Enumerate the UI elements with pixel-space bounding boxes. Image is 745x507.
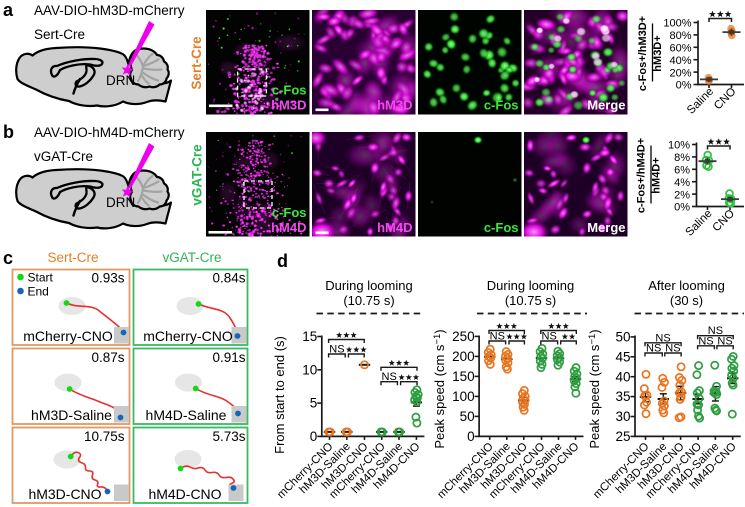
svg-text:c-Fos: c-Fos	[272, 83, 307, 98]
svg-text:During looming: During looming	[487, 278, 574, 293]
svg-text:End: End	[28, 285, 49, 299]
svg-text:0: 0	[467, 429, 475, 444]
svg-text:NS: NS	[646, 343, 661, 355]
svg-text:AAV-DIO-hM3D-mCherry: AAV-DIO-hM3D-mCherry	[34, 3, 185, 18]
svg-text:5.73s: 5.73s	[212, 429, 245, 444]
svg-text:150: 150	[452, 369, 475, 384]
svg-text:hM4D-Saline: hM4D-Saline	[146, 407, 227, 423]
svg-text:60%: 60%	[669, 43, 691, 55]
svg-text:0: 0	[310, 429, 318, 444]
svg-text:vGAT-Cre: vGAT-Cre	[190, 144, 205, 206]
svg-text:Start: Start	[28, 271, 54, 285]
svg-text:Sert-Cre: Sert-Cre	[34, 27, 85, 42]
svg-text:40%: 40%	[669, 55, 691, 67]
svg-text:hM4D-CNO: hM4D-CNO	[148, 486, 221, 502]
svg-text:15: 15	[302, 329, 317, 344]
svg-text:0.87s: 0.87s	[91, 350, 124, 365]
svg-text:50: 50	[460, 409, 475, 424]
svg-text:0.84s: 0.84s	[212, 271, 245, 286]
svg-text:(30 s): (30 s)	[670, 293, 703, 308]
svg-text:10%: 10%	[668, 140, 690, 152]
svg-text:NS: NS	[490, 331, 505, 343]
svg-text:hM3D: hM3D	[377, 98, 412, 113]
svg-text:hM4D: hM4D	[271, 220, 306, 235]
svg-text:NS: NS	[542, 331, 557, 343]
svg-text:mCherry-CNO: mCherry-CNO	[23, 328, 113, 344]
svg-text:NS: NS	[698, 335, 713, 347]
svg-text:DRN: DRN	[106, 195, 135, 210]
svg-text:30: 30	[615, 409, 630, 424]
svg-text:c-Fos: c-Fos	[272, 205, 307, 220]
svg-text:0.93s: 0.93s	[91, 271, 124, 286]
svg-text:mCherry-CNO: mCherry-CNO	[143, 328, 233, 344]
svg-text:45: 45	[615, 349, 630, 364]
svg-text:c: c	[3, 248, 13, 268]
svg-text:50: 50	[615, 330, 630, 345]
svg-text:80%: 80%	[669, 30, 691, 42]
svg-text:0%: 0%	[676, 80, 692, 92]
svg-text:25: 25	[615, 429, 630, 444]
svg-text:hM4D: hM4D	[377, 220, 412, 235]
svg-text:hM4D+: hM4D+	[651, 157, 663, 193]
svg-text:250: 250	[452, 329, 475, 344]
svg-text:hM3D-Saline: hM3D-Saline	[31, 407, 112, 423]
svg-text:5: 5	[310, 396, 318, 411]
svg-text:c-Fos: c-Fos	[484, 98, 519, 113]
svg-text:10.75s: 10.75s	[84, 429, 125, 444]
svg-text:vGAT-Cre: vGAT-Cre	[34, 149, 93, 164]
svg-text:vGAT-Cre: vGAT-Cre	[162, 250, 221, 265]
svg-text:(10.75 s): (10.75 s)	[343, 293, 394, 308]
svg-text:NS: NS	[717, 335, 732, 347]
svg-text:b: b	[3, 122, 14, 142]
svg-text:8%: 8%	[674, 152, 690, 164]
svg-text:0.91s: 0.91s	[212, 350, 245, 365]
svg-text:From start to end (s): From start to end (s)	[272, 336, 287, 454]
svg-text:DRN: DRN	[106, 73, 135, 88]
svg-text:20%: 20%	[669, 67, 691, 79]
svg-text:Peak speed (cm s−1): Peak speed (cm s−1)	[432, 329, 447, 448]
svg-text:a: a	[3, 0, 14, 20]
svg-text:NS: NS	[655, 332, 670, 344]
svg-text:NS: NS	[329, 344, 344, 356]
svg-text:c-Fos+/hM3D+: c-Fos+/hM3D+	[637, 16, 649, 91]
svg-text:NS: NS	[382, 371, 397, 383]
svg-text:c-Fos: c-Fos	[484, 220, 519, 235]
svg-text:Sert-Cre: Sert-Cre	[189, 36, 204, 90]
svg-text:40: 40	[615, 369, 630, 384]
svg-text:Merge: Merge	[587, 220, 625, 235]
svg-text:d: d	[277, 251, 288, 271]
svg-text:Sert-Cre: Sert-Cre	[47, 250, 98, 265]
svg-text:100: 100	[452, 389, 475, 404]
svg-text:hM3D: hM3D	[271, 98, 306, 113]
svg-text:35: 35	[615, 389, 630, 404]
svg-text:Peak speed (cm s−1): Peak speed (cm s−1)	[587, 329, 602, 448]
svg-text:100%: 100%	[663, 18, 691, 30]
svg-text:2%: 2%	[674, 189, 690, 201]
svg-text:0%: 0%	[674, 202, 690, 214]
svg-text:200: 200	[452, 349, 475, 364]
svg-text:NS: NS	[665, 343, 680, 355]
svg-text:c-Fos+/hM4D+: c-Fos+/hM4D+	[636, 138, 648, 213]
svg-text:4%: 4%	[674, 177, 690, 189]
svg-text:hM3D+: hM3D+	[652, 35, 664, 71]
svg-text:6%: 6%	[674, 165, 690, 177]
svg-text:(10.75 s): (10.75 s)	[505, 293, 556, 308]
svg-text:NS: NS	[708, 325, 723, 337]
svg-text:AAV-DIO-hM4D-mCherry: AAV-DIO-hM4D-mCherry	[34, 125, 185, 140]
svg-text:Merge: Merge	[587, 98, 625, 113]
svg-text:10: 10	[302, 362, 317, 377]
svg-text:After looming: After looming	[648, 278, 725, 293]
svg-text:hM3D-CNO: hM3D-CNO	[28, 486, 101, 502]
svg-text:During looming: During looming	[325, 278, 412, 293]
